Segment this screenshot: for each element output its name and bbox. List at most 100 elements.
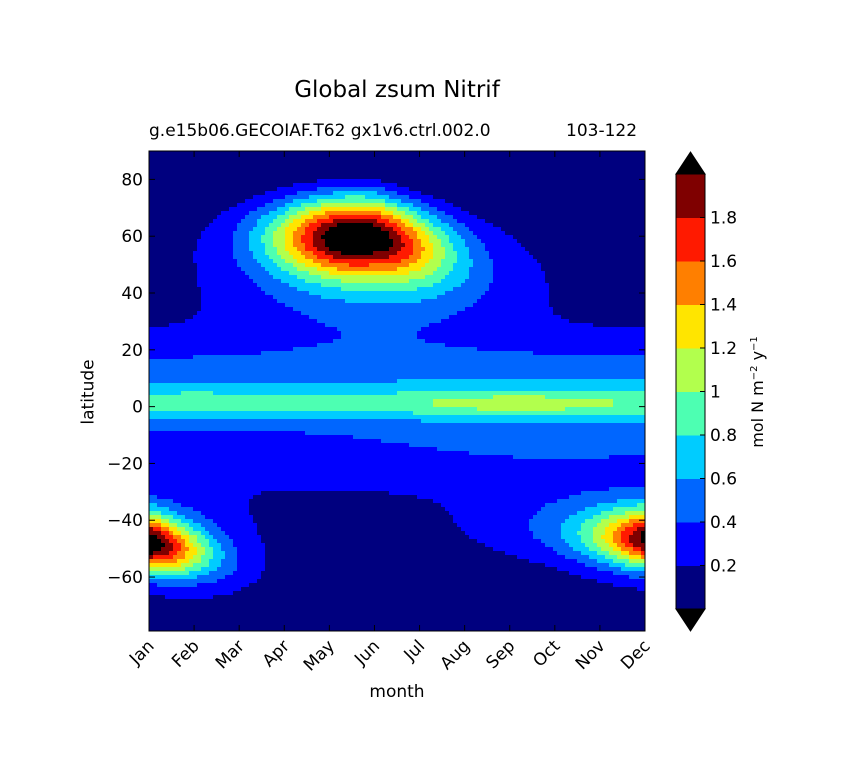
contour-cell [257, 279, 262, 284]
contour-cell [197, 367, 202, 372]
contour-cell [305, 343, 310, 348]
contour-cell [205, 343, 210, 348]
contour-cell [201, 323, 206, 328]
contour-cell [253, 247, 258, 252]
contour-cell [269, 179, 274, 184]
contour-cell [193, 315, 198, 320]
contour-cell [209, 519, 214, 524]
contour-cell [265, 183, 270, 188]
contour-cell [221, 595, 226, 600]
contour-cell [309, 619, 314, 624]
contour-cell [153, 303, 158, 308]
contour-cell [253, 495, 258, 500]
contour-cell [265, 211, 270, 216]
contour-cell [157, 379, 162, 384]
contour-cell [265, 219, 270, 224]
contour-cell [209, 323, 214, 328]
contour-cell [253, 175, 258, 180]
contour-cell [309, 391, 314, 396]
contour-cell [185, 443, 190, 448]
contour-cell [257, 587, 262, 592]
contour-cell [165, 371, 170, 376]
contour-cell [261, 191, 266, 196]
contour-cell [289, 575, 294, 580]
contour-cell [265, 347, 270, 352]
contour-cell [185, 491, 190, 496]
contour-cell [237, 175, 242, 180]
contour-cell [213, 551, 218, 556]
contour-cell [257, 323, 262, 328]
contour-cell [157, 335, 162, 340]
contour-cell [229, 427, 234, 432]
contour-cell [265, 451, 270, 456]
contour-cell [269, 223, 274, 228]
contour-cell [281, 151, 286, 156]
contour-cell [193, 183, 198, 188]
contour-cell [245, 627, 250, 631]
contour-cell [253, 335, 258, 340]
contour-cell [245, 603, 250, 608]
contour-cell [169, 579, 174, 584]
contour-cell [237, 415, 242, 420]
contour-cell [153, 579, 158, 584]
contour-cell [209, 163, 214, 168]
contour-cell [201, 151, 206, 156]
contour-cell [149, 487, 154, 492]
contour-cell [209, 347, 214, 352]
contour-cell [149, 435, 154, 440]
contour-cell [165, 619, 170, 624]
contour-cell [149, 323, 154, 328]
contour-cell [281, 627, 286, 631]
contour-cell [221, 399, 226, 404]
contour-cell [169, 323, 174, 328]
contour-cell [169, 627, 174, 631]
contour-cell [293, 495, 298, 500]
contour-cell [177, 571, 182, 576]
contour-cell [165, 587, 170, 592]
contour-cell [301, 595, 306, 600]
contour-cell [305, 311, 310, 316]
contour-cell [217, 355, 222, 360]
contour-cell [265, 187, 270, 192]
contour-cell [177, 527, 182, 532]
contour-cell [189, 531, 194, 536]
contour-cell [237, 427, 242, 432]
contour-cell [301, 579, 306, 584]
contour-cell [273, 399, 278, 404]
contour-cell [237, 363, 242, 368]
contour-cell [209, 523, 214, 528]
contour-cell [217, 627, 222, 631]
contour-cell [249, 383, 254, 388]
contour-cell [277, 227, 282, 232]
contour-cell [217, 527, 222, 532]
contour-cell [165, 151, 170, 156]
contour-cell [157, 567, 162, 572]
contour-cell [273, 175, 278, 180]
contour-cell [293, 263, 298, 268]
contour-cell [213, 399, 218, 404]
contour-cell [201, 155, 206, 160]
contour-cell [277, 503, 282, 508]
contour-cell [169, 175, 174, 180]
contour-cell [213, 427, 218, 432]
contour-cell [213, 379, 218, 384]
contour-cell [193, 587, 198, 592]
contour-cell [293, 243, 298, 248]
contour-cell [241, 315, 246, 320]
contour-cell [193, 527, 198, 532]
contour-cell [209, 395, 214, 400]
contour-cell [229, 499, 234, 504]
contour-cell [169, 363, 174, 368]
contour-cell [261, 351, 266, 356]
contour-cell [285, 611, 290, 616]
contour-cell [165, 623, 170, 628]
contour-cell [309, 443, 314, 448]
contour-cell [309, 291, 314, 296]
contour-cell [269, 191, 274, 196]
contour-cell [169, 339, 174, 344]
contour-cell [149, 427, 154, 432]
contour-cell [261, 415, 266, 420]
contour-cell [245, 575, 250, 580]
contour-cell [233, 387, 238, 392]
contour-cell [177, 151, 182, 156]
